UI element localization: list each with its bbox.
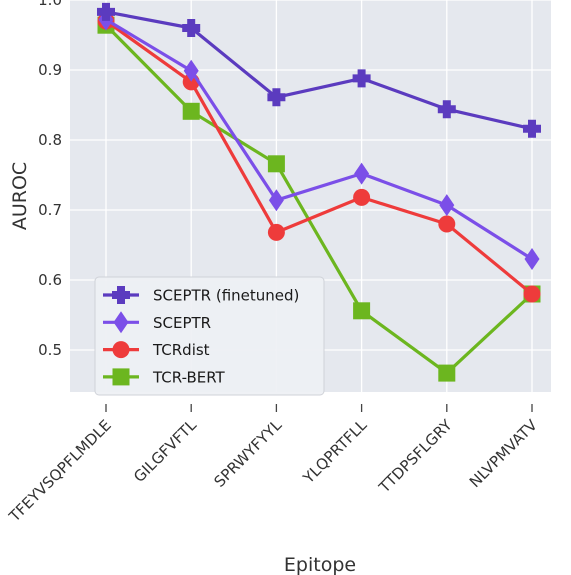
circle-marker: [353, 188, 371, 206]
legend: SCEPTR (finetuned) SCEPTR TCRdist TCR-BERT: [94, 276, 325, 396]
diamond-marker: [439, 194, 455, 217]
plus-marker: [182, 19, 201, 37]
circle-marker: [267, 223, 285, 241]
series-sceptr-finetuned: [97, 2, 541, 138]
x-tick-label: YLQPRTFLL: [299, 416, 371, 488]
plus-marker: [523, 119, 541, 138]
x-tick-label: SPRWYFYYL: [210, 416, 285, 491]
x-tick-label: TFEYVSQPFLMDLE: [5, 416, 115, 526]
legend-box: [94, 276, 325, 396]
square-marker: [182, 102, 200, 120]
legend-label: SCEPTR (finetuned): [153, 287, 299, 305]
series-line: [105, 10, 533, 131]
y-tick-labels: 0.5 0.6 0.7 0.8 0.9 1.0: [38, 0, 62, 359]
plus-marker: [112, 286, 130, 304]
legend-entry: TCR-BERT: [103, 368, 226, 386]
y-axis-label: AUROC: [9, 162, 31, 230]
square-marker: [112, 368, 130, 386]
square-marker: [438, 364, 456, 382]
y-tick-label: 0.9: [38, 61, 62, 79]
x-tick-label: NLVPMVATV: [466, 416, 541, 491]
legend-label: SCEPTR: [153, 314, 211, 332]
legend-label: TCR-BERT: [152, 368, 226, 386]
y-tick-label: 0.5: [38, 341, 62, 359]
x-axis-label: Epitope: [284, 554, 356, 575]
circle-marker: [438, 215, 456, 233]
x-tick-labels: TFEYVSQPFLMDLE GILGFVFTL SPRWYFYYL YLQPRTFL…: [5, 404, 541, 526]
diamond-marker: [113, 311, 129, 334]
x-tick-label: TTDPSFLGRY: [375, 416, 456, 497]
y-tick-label: 0.6: [38, 271, 62, 289]
diamond-marker: [524, 248, 540, 270]
square-marker: [267, 155, 285, 173]
y-tick-label: 0.7: [38, 201, 62, 219]
square-marker: [353, 302, 371, 320]
series-line: [104, 24, 534, 375]
series-line: [105, 19, 534, 296]
legend-entry: SCEPTR (finetuned): [103, 286, 299, 305]
series-line: [105, 18, 533, 261]
circle-marker: [523, 285, 541, 303]
diamond-marker: [354, 162, 370, 185]
plus-marker: [267, 88, 286, 107]
circle-marker: [112, 341, 130, 359]
plus-marker: [437, 100, 456, 119]
y-tick-label: 0.8: [38, 131, 62, 149]
legend-entry: TCRdist: [103, 341, 210, 359]
series-sceptr: [98, 8, 540, 270]
x-tick-label: GILGFVFTL: [130, 416, 200, 486]
legend-label: TCRdist: [152, 341, 210, 359]
y-tick-label: 1.0: [38, 0, 62, 9]
series-group: [97, 2, 541, 382]
plus-marker: [97, 2, 115, 21]
diamond-marker: [183, 59, 199, 82]
diamond-marker: [268, 189, 284, 212]
legend-entry: SCEPTR: [103, 311, 211, 334]
plus-marker: [352, 69, 371, 88]
